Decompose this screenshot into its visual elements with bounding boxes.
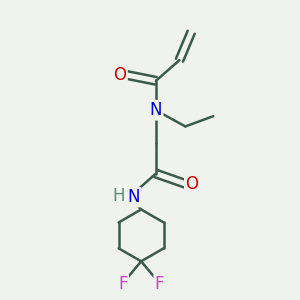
Text: F: F xyxy=(155,275,164,293)
Text: O: O xyxy=(113,66,127,84)
Text: H: H xyxy=(113,187,125,205)
Text: F: F xyxy=(118,275,128,293)
Text: N: N xyxy=(128,188,140,206)
Text: O: O xyxy=(185,175,198,193)
Text: N: N xyxy=(150,101,162,119)
